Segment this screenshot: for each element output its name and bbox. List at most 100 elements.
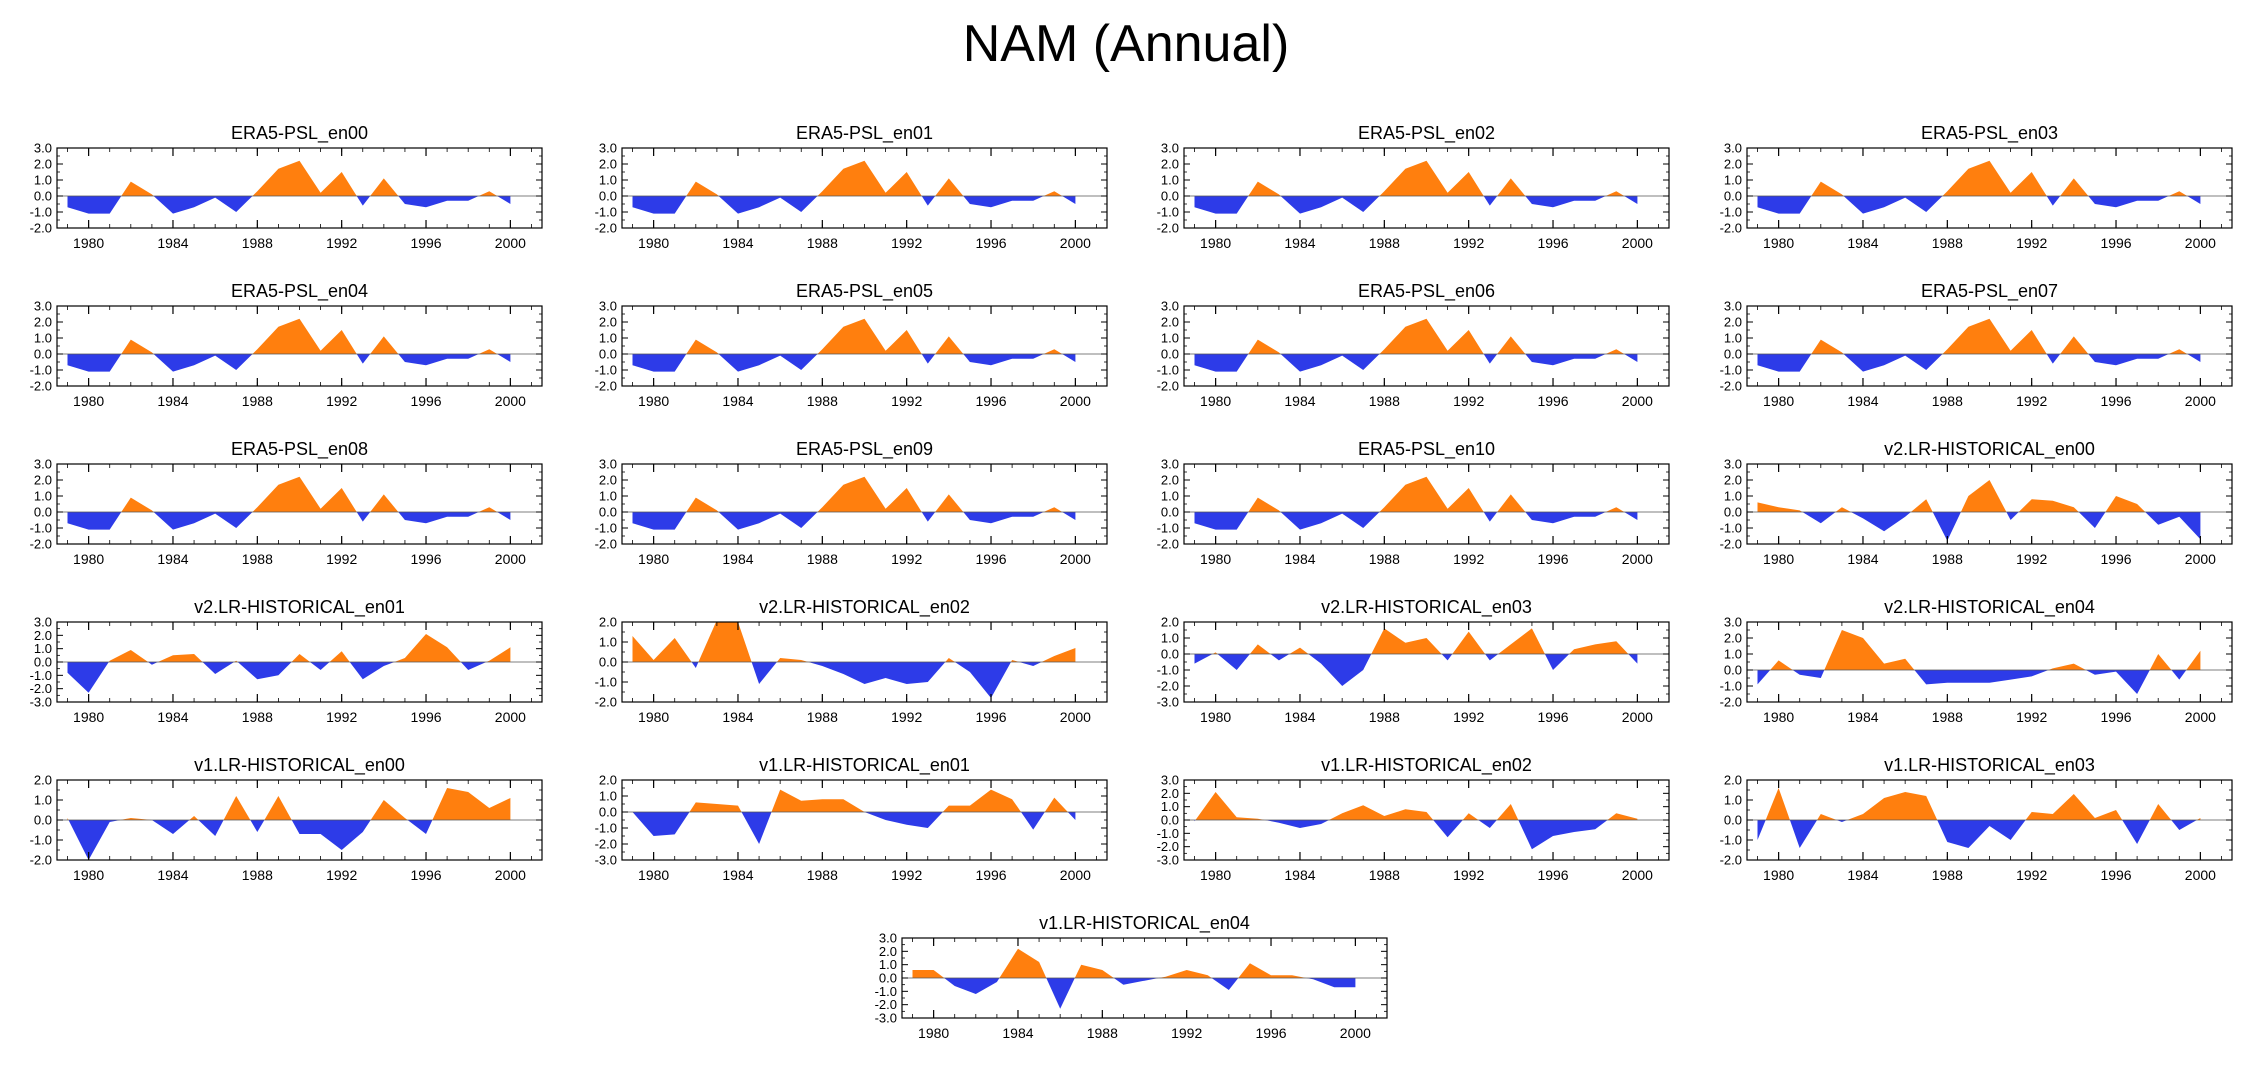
positive-anomaly-area-3 bbox=[1379, 476, 1484, 512]
x-tick-label: 1988 bbox=[807, 709, 838, 725]
panel-v1.LR-HISTORICAL_en01: v1.LR-HISTORICAL_en01 2.01.00.0-1.0-2.0-3… bbox=[595, 755, 1108, 883]
x-tick-label: 1996 bbox=[2100, 235, 2131, 251]
positive-anomaly-area-12 bbox=[432, 788, 511, 820]
y-tick-label: 0.0 bbox=[1724, 347, 1742, 362]
positive-anomaly-area-4 bbox=[776, 658, 809, 662]
x-tick-label: 1992 bbox=[1171, 1025, 1202, 1041]
positive-anomaly-area-9 bbox=[2186, 650, 2201, 670]
x-tick-label: 1996 bbox=[1537, 235, 1568, 251]
y-tick-label: 3.0 bbox=[34, 141, 52, 156]
negative-anomaly-area-1 bbox=[1802, 512, 1836, 524]
plot-area bbox=[1194, 160, 1638, 214]
negative-anomaly-area-4 bbox=[1914, 670, 2049, 685]
positive-anomaly-area-1 bbox=[1811, 181, 1844, 196]
negative-anomaly-area-2 bbox=[1789, 820, 1818, 848]
x-tick-label: 1984 bbox=[157, 235, 188, 251]
x-tick-label: 1992 bbox=[326, 867, 357, 883]
y-tick-label: -2.0 bbox=[595, 695, 617, 710]
panel-v2.LR-HISTORICAL_en04: v2.LR-HISTORICAL_en04 3.02.01.00.0-1.0-2.… bbox=[1720, 597, 2233, 725]
y-tick-label: 2.0 bbox=[34, 315, 52, 330]
x-tick-label: 1992 bbox=[891, 867, 922, 883]
y-tick-label: 2.0 bbox=[1724, 473, 1742, 488]
positive-anomaly-area-4 bbox=[1074, 964, 1114, 978]
x-tick-label: 2000 bbox=[1622, 393, 1653, 409]
y-tick-label: 3.0 bbox=[34, 299, 52, 314]
positive-anomaly-area-3 bbox=[252, 318, 357, 354]
positive-anomaly-area-11 bbox=[2196, 818, 2201, 820]
negative-anomaly-area-2 bbox=[1280, 354, 1380, 372]
y-tick-label: -2.0 bbox=[1157, 221, 1179, 236]
negative-anomaly-area-8 bbox=[1624, 196, 1638, 204]
x-tick-label: 1980 bbox=[1200, 551, 1231, 567]
negative-anomaly-area-0 bbox=[1757, 196, 1812, 214]
y-tick-label: 1.0 bbox=[1724, 331, 1742, 346]
negative-anomaly-area-8 bbox=[1062, 354, 1076, 362]
negative-anomaly-area-0 bbox=[1194, 196, 1249, 214]
panel-title: ERA5-PSL_en04 bbox=[231, 281, 368, 302]
y-tick-label: -1.0 bbox=[1720, 521, 1742, 536]
plot-area bbox=[1194, 628, 1638, 686]
negative-anomaly-area-6 bbox=[1308, 654, 1372, 686]
x-tick-label: 1980 bbox=[638, 235, 669, 251]
y-tick-label: -2.0 bbox=[1157, 537, 1179, 552]
negative-anomaly-area-2 bbox=[153, 354, 253, 372]
x-tick-label: 1988 bbox=[242, 235, 273, 251]
plot-area bbox=[632, 622, 1076, 698]
positive-anomaly-area-7 bbox=[1496, 804, 1519, 820]
positive-anomaly-area-7 bbox=[291, 654, 310, 662]
positive-anomaly-area-3 bbox=[1249, 644, 1271, 654]
negative-anomaly-area-2 bbox=[1280, 196, 1380, 214]
negative-anomaly-area-8 bbox=[310, 662, 330, 670]
negative-anomaly-area-2 bbox=[718, 512, 818, 530]
negative-anomaly-area-7 bbox=[1211, 978, 1239, 990]
negative-anomaly-area-4 bbox=[356, 512, 371, 522]
plot-area bbox=[1757, 788, 2201, 848]
y-tick-label: -2.0 bbox=[595, 837, 617, 852]
panel-v2.LR-HISTORICAL_en00: v2.LR-HISTORICAL_en00 3.02.01.00.0-1.0-2.… bbox=[1720, 439, 2233, 567]
negative-anomaly-area-0 bbox=[1757, 670, 1771, 685]
panel-title: ERA5-PSL_en07 bbox=[1921, 281, 2058, 302]
negative-anomaly-area-5 bbox=[808, 662, 946, 684]
x-tick-label: 1988 bbox=[1369, 867, 1400, 883]
positive-anomaly-area-7 bbox=[478, 507, 498, 512]
y-tick-label: 0.0 bbox=[34, 189, 52, 204]
positive-anomaly-area-5 bbox=[2060, 178, 2089, 196]
x-tick-label: 1992 bbox=[1453, 551, 1484, 567]
y-tick-label: 3.0 bbox=[1161, 457, 1179, 472]
positive-anomaly-area-1 bbox=[121, 181, 154, 196]
y-tick-label: 1.0 bbox=[34, 489, 52, 504]
positive-anomaly-area-7 bbox=[2168, 191, 2188, 196]
y-tick-label: 2.0 bbox=[599, 473, 617, 488]
x-tick-label: 2000 bbox=[495, 393, 526, 409]
x-tick-label: 1980 bbox=[1200, 235, 1231, 251]
negative-anomaly-area-6 bbox=[1478, 820, 1497, 828]
x-tick-label: 2000 bbox=[1622, 709, 1653, 725]
negative-anomaly-area-0 bbox=[632, 812, 690, 836]
negative-anomaly-area-8 bbox=[497, 196, 511, 204]
panel-title: v2.LR-HISTORICAL_en02 bbox=[759, 597, 970, 618]
negative-anomaly-area-10 bbox=[1485, 654, 1499, 661]
positive-anomaly-area-7 bbox=[478, 191, 498, 196]
x-tick-label: 2000 bbox=[1622, 551, 1653, 567]
negative-anomaly-area-5 bbox=[198, 820, 224, 836]
positive-anomaly-area-2 bbox=[698, 622, 752, 662]
y-tick-label: -2.0 bbox=[30, 853, 52, 868]
x-tick-label: 1980 bbox=[73, 551, 104, 567]
x-tick-label: 1992 bbox=[2016, 235, 2047, 251]
x-tick-label: 1996 bbox=[1537, 709, 1568, 725]
y-tick-label: 1.0 bbox=[1724, 173, 1742, 188]
y-tick-label: 1.0 bbox=[1161, 331, 1179, 346]
positive-anomaly-area-11 bbox=[1498, 628, 1545, 654]
y-tick-label: 0.0 bbox=[34, 347, 52, 362]
y-tick-label: 0.0 bbox=[1161, 347, 1179, 362]
y-tick-label: 3.0 bbox=[599, 457, 617, 472]
positive-anomaly-area-8 bbox=[264, 796, 292, 820]
negative-anomaly-area-6 bbox=[1525, 196, 1606, 208]
y-tick-label: -2.0 bbox=[1720, 537, 1742, 552]
plot-area bbox=[1194, 792, 1638, 850]
panel-title: v2.LR-HISTORICAL_en01 bbox=[194, 597, 405, 618]
negative-anomaly-area-6 bbox=[2088, 354, 2169, 366]
x-tick-label: 1980 bbox=[1763, 709, 1794, 725]
x-tick-label: 1996 bbox=[410, 709, 441, 725]
positive-anomaly-area-2 bbox=[120, 818, 152, 820]
